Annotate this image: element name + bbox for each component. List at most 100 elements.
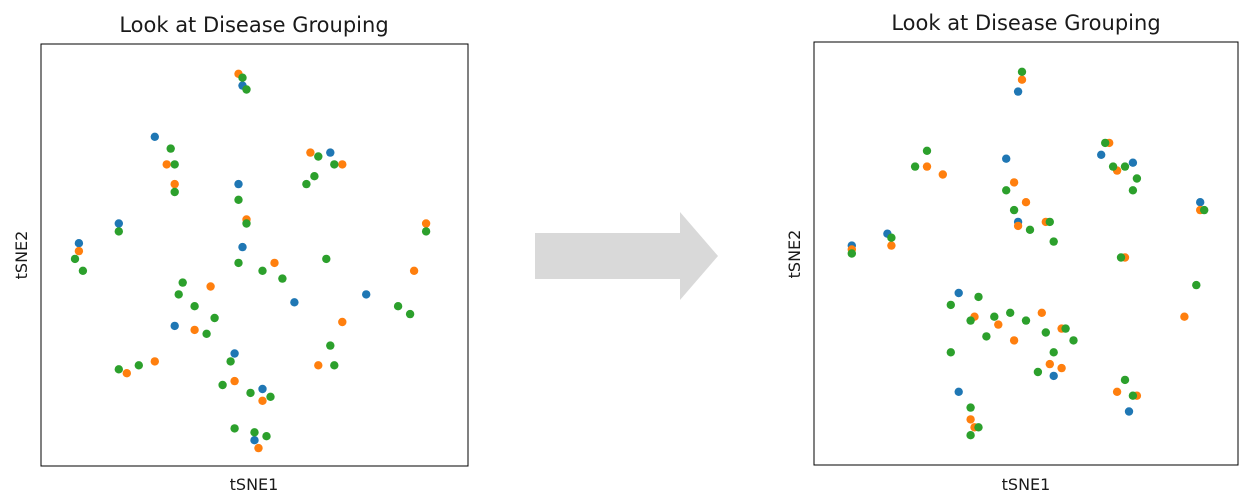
scatter-point-series-3 [246, 388, 255, 398]
scatter-point-series-2 [170, 179, 179, 189]
scatter-point-series-3 [114, 365, 124, 374]
scatter-point-series-3 [1200, 205, 1209, 215]
scatter-point-series-3 [1045, 217, 1055, 227]
scatter-point-series-2 [922, 162, 932, 171]
scatter-point-series-3 [1049, 237, 1058, 246]
scatter-point-series-2 [1112, 387, 1122, 396]
scatter-point-series-2 [338, 160, 347, 169]
scatter-point-series-3 [258, 266, 267, 275]
scatter-point-series-3 [974, 292, 983, 302]
scatter-point-series-3 [190, 302, 199, 311]
scatter-point-series-3 [990, 312, 999, 321]
scatter-point-series-2 [1045, 359, 1055, 369]
scatter-point-series-3 [70, 254, 80, 264]
scatter-point-series-2 [1013, 221, 1023, 231]
scatter-point-series-3 [174, 290, 183, 299]
scatter-point-series-3 [218, 380, 227, 390]
scatter-point-series-1 [114, 219, 124, 228]
scatter-point-series-3 [314, 152, 323, 161]
y-axis-label: tSNE2 [12, 231, 31, 280]
scatter-point-series-2 [306, 148, 315, 157]
scatter-point-series-2 [421, 219, 431, 228]
scatter-point-series-3 [234, 258, 243, 268]
scatter-point-series-3 [278, 274, 287, 283]
scatter-point-series-3 [1128, 186, 1138, 195]
scatter-point-series-2 [122, 369, 131, 378]
scatter-point-series-3 [966, 403, 975, 412]
scatter-point-series-3 [170, 160, 179, 169]
scatter-point-series-2 [1021, 198, 1031, 207]
scatter-point-series-3 [1128, 391, 1138, 400]
scatter-point-series-3 [226, 357, 235, 366]
scatter-point-series-3 [322, 254, 331, 264]
scatter-point-series-3 [238, 73, 247, 82]
scatter-point-series-3 [242, 85, 251, 94]
scatter-point-series-1 [362, 290, 371, 299]
scatter-point-series-1 [250, 436, 259, 445]
scatter-point-series-1 [74, 239, 84, 248]
scatter-point-series-3 [1108, 162, 1118, 171]
scatter-point-series-1 [326, 148, 335, 157]
scatter-point-series-3 [170, 187, 179, 197]
scatter-point-series-3 [1025, 225, 1035, 234]
scatter-point-series-1 [1049, 371, 1058, 381]
scatter-point-series-3 [887, 233, 896, 242]
chart-title: Look at Disease Grouping [891, 11, 1160, 35]
scatter-point-series-1 [230, 349, 239, 358]
scatter-point-series-3 [230, 424, 239, 433]
scatter-point-series-2 [270, 258, 279, 268]
scatter-point-series-3 [847, 249, 856, 258]
scatter-point-series-3 [1101, 138, 1110, 148]
scatter-point-series-2 [1009, 336, 1019, 345]
scatter-point-series-3 [1041, 328, 1051, 337]
scatter-point-series-3 [310, 172, 319, 181]
scatter-point-series-3 [1192, 280, 1201, 290]
scatter-point-series-1 [1013, 87, 1023, 96]
right-arrow-icon [535, 212, 718, 300]
scatter-point-series-3 [946, 348, 955, 357]
scatter-point-series-1 [1097, 150, 1106, 159]
scatter-point-series-2 [254, 443, 263, 453]
scatter-point-series-3 [1120, 162, 1130, 171]
scatter-point-series-2 [1057, 363, 1066, 373]
scatter-point-series-3 [262, 432, 271, 441]
scatter-point-series-2 [74, 246, 84, 256]
plot-frame [40, 43, 469, 467]
scatter-point-series-3 [982, 332, 991, 341]
scatter-point-series-3 [1021, 316, 1031, 325]
scatter-point-series-3 [1009, 205, 1019, 215]
points-layer [70, 69, 431, 453]
scatter-chart-right: Look at Disease Grouping tSNE1 tSNE2 [785, 11, 1239, 494]
scatter-point-series-3 [166, 144, 175, 153]
scatter-point-series-3 [302, 179, 311, 189]
scatter-point-series-3 [178, 278, 187, 287]
scatter-point-series-3 [405, 309, 415, 319]
chart-title: Look at Disease Grouping [119, 13, 388, 37]
scatter-point-series-3 [1132, 174, 1142, 183]
scatter-point-series-3 [202, 329, 211, 338]
scatter-point-series-1 [290, 298, 299, 307]
scatter-point-series-3 [974, 423, 983, 432]
scatter-point-series-3 [1120, 375, 1130, 385]
scatter-point-series-3 [242, 219, 251, 228]
scatter-point-series-1 [170, 321, 179, 331]
scatter-point-series-2 [994, 320, 1003, 329]
scatter-point-series-3 [393, 302, 403, 311]
scatter-point-series-2 [887, 241, 896, 250]
scatter-point-series-2 [190, 325, 199, 335]
scatter-point-series-1 [954, 387, 963, 396]
x-axis-label: tSNE1 [230, 475, 279, 494]
scatter-point-series-1 [1128, 158, 1138, 167]
scatter-point-series-1 [954, 288, 963, 298]
scatter-point-series-3 [78, 266, 88, 275]
scatter-point-series-3 [330, 361, 339, 370]
scatter-point-series-1 [234, 179, 243, 189]
scatter-point-series-1 [1196, 198, 1205, 207]
scatter-point-series-3 [421, 227, 431, 236]
scatter-point-series-2 [206, 282, 215, 291]
y-axis-label: tSNE2 [785, 230, 804, 279]
scatter-point-series-2 [230, 376, 239, 386]
scatter-point-series-2 [150, 357, 159, 366]
scatter-point-series-3 [1002, 186, 1011, 195]
